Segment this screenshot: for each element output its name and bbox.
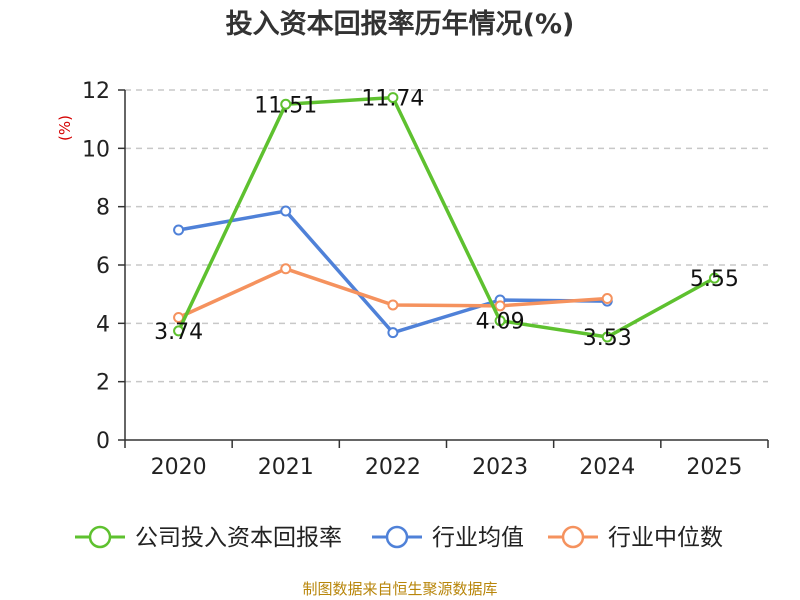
chart-title: 投入资本回报率历年情况(%) bbox=[226, 8, 575, 40]
y-tick-label: 10 bbox=[82, 137, 110, 162]
data-label: 5.55 bbox=[690, 267, 739, 292]
x-tick-label-2022: 2022 bbox=[365, 455, 421, 480]
data-label: 3.53 bbox=[583, 326, 632, 351]
legend-label: 公司投入资本回报率 bbox=[135, 525, 342, 551]
axes: 0 2 4 6 8 10 12 2020 2021 2022 2023 2024 2025 bbox=[82, 79, 769, 480]
data-point[interactable] bbox=[173, 224, 185, 236]
data-label: 11.51 bbox=[254, 93, 317, 118]
y-tick-label: 0 bbox=[96, 429, 110, 454]
x-tick-label-2023: 2023 bbox=[472, 455, 528, 480]
data-source-note: 制图数据来自恒生聚源数据库 bbox=[302, 580, 497, 598]
legend-item-0[interactable]: 公司投入资本回报率 bbox=[75, 525, 342, 551]
legend-item-2[interactable]: 行业中位数 bbox=[548, 525, 723, 551]
data-point[interactable] bbox=[387, 299, 399, 311]
x-tick-label-2025: 2025 bbox=[686, 455, 742, 480]
y-tick-label: 4 bbox=[96, 312, 110, 337]
legend-item-1[interactable]: 行业均值 bbox=[372, 525, 524, 551]
legend-marker-icon bbox=[561, 525, 585, 549]
y-tick-label: 2 bbox=[96, 371, 110, 396]
x-tick-label-2020: 2020 bbox=[151, 455, 207, 480]
data-point[interactable] bbox=[387, 327, 399, 339]
legend-label: 行业均值 bbox=[432, 525, 524, 551]
series-line-0 bbox=[177, 95, 716, 339]
data-label: 3.74 bbox=[154, 320, 203, 345]
data-point[interactable] bbox=[601, 293, 613, 305]
data-point[interactable] bbox=[280, 205, 292, 217]
legend-marker-icon bbox=[88, 525, 112, 549]
x-tick-label-2024: 2024 bbox=[579, 455, 635, 480]
grid-lines bbox=[125, 89, 768, 383]
data-point[interactable] bbox=[708, 272, 720, 284]
x-tick-label-2021: 2021 bbox=[258, 455, 314, 480]
data-labels: 3.74 11.51 11.74 4.09 3.53 5.55 bbox=[154, 87, 739, 351]
y-axis-unit-label: (%) bbox=[56, 115, 74, 141]
y-tick-label: 6 bbox=[96, 254, 110, 279]
y-tick-label: 12 bbox=[82, 79, 110, 104]
y-tick-label: 8 bbox=[96, 196, 110, 221]
data-point[interactable] bbox=[280, 98, 292, 110]
data-point[interactable] bbox=[387, 92, 399, 104]
legend-marker-icon bbox=[385, 525, 409, 549]
data-point[interactable] bbox=[601, 331, 613, 343]
legend-label: 行业中位数 bbox=[608, 525, 723, 551]
data-label: 11.74 bbox=[361, 87, 424, 112]
data-point[interactable] bbox=[494, 315, 506, 327]
series-line-1 bbox=[178, 209, 608, 335]
data-point[interactable] bbox=[494, 300, 506, 312]
legend[interactable]: 公司投入资本回报率 行业均值 行业中位数 bbox=[75, 525, 723, 551]
data-label: 4.09 bbox=[476, 310, 525, 335]
data-point[interactable] bbox=[280, 263, 292, 275]
series-layer bbox=[173, 92, 720, 343]
data-point[interactable] bbox=[173, 325, 185, 337]
